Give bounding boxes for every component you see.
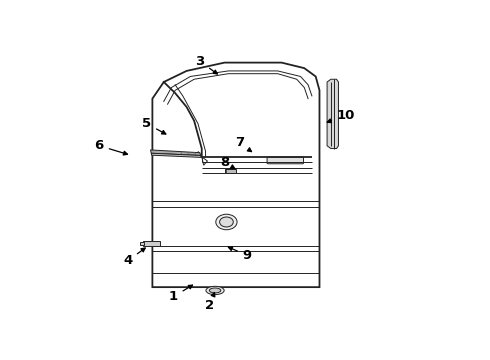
Circle shape (216, 214, 237, 230)
Text: 1: 1 (169, 285, 193, 303)
Text: 2: 2 (205, 293, 215, 312)
Text: 9: 9 (228, 247, 252, 262)
Ellipse shape (206, 286, 224, 294)
Text: 8: 8 (220, 156, 235, 169)
Text: 10: 10 (327, 109, 355, 123)
Polygon shape (327, 79, 339, 149)
Text: 3: 3 (195, 55, 218, 74)
Text: 5: 5 (142, 117, 166, 134)
Polygon shape (151, 153, 201, 157)
Polygon shape (143, 242, 160, 246)
Text: 7: 7 (235, 136, 251, 152)
FancyBboxPatch shape (267, 157, 303, 164)
Polygon shape (150, 150, 200, 156)
Text: 4: 4 (123, 248, 145, 267)
Polygon shape (140, 242, 144, 245)
Ellipse shape (209, 288, 220, 293)
Polygon shape (224, 169, 236, 174)
Circle shape (220, 217, 233, 227)
Text: 6: 6 (95, 139, 127, 155)
